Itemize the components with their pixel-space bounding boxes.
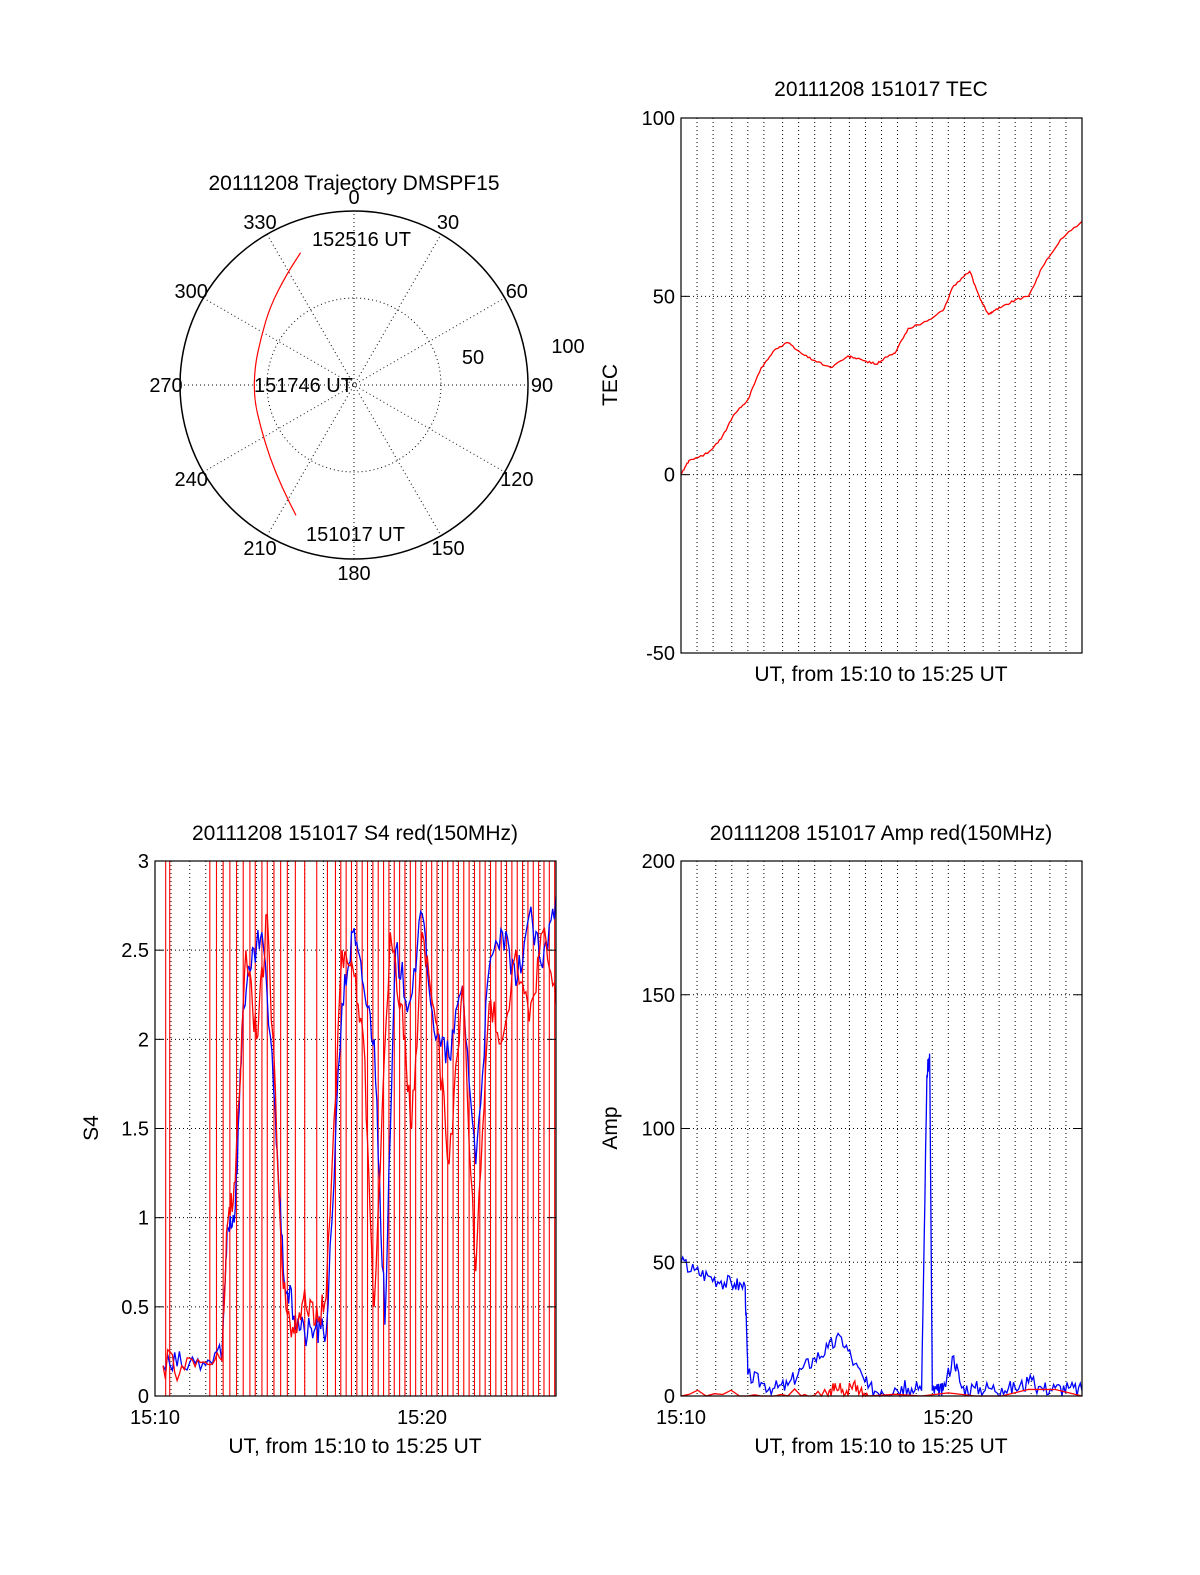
s4-grid <box>155 861 556 1396</box>
amp-y-tick-3: 150 <box>642 985 675 1007</box>
s4-series <box>162 896 557 1383</box>
tec-plot: 20111208 151017 TEC -50 0 50 100 UT, from 1… <box>599 78 1083 686</box>
amp-plot-frame <box>680 860 1083 1397</box>
s4-y-tick-6: 3 <box>138 851 149 873</box>
polar-angle-label-120: 120 <box>500 469 533 491</box>
s4-y-tick-3: 1.5 <box>121 1119 149 1141</box>
polar-angle-label-30: 30 <box>437 212 459 234</box>
s4-y-tick-1: 0.5 <box>121 1297 149 1319</box>
polar-angle-label-180: 180 <box>337 563 370 585</box>
amp-series <box>680 1053 1083 1399</box>
amp-y-axis-label: Amp <box>599 1106 622 1149</box>
tec-x-axis-label: UT, from 15:10 to 15:25 UT <box>754 663 1007 686</box>
polar-outer-ring <box>179 210 529 560</box>
polar-angle-label-270: 270 <box>149 375 182 397</box>
s4-y-tick-5: 2.5 <box>121 940 149 962</box>
polar-angle-label-300: 300 <box>174 281 207 303</box>
amp-y-ticks: 0 50 100 150 200 <box>642 851 1082 1408</box>
amp-plot: 20111208 151017 Amp red(150MHz) 0 50 100 15… <box>599 822 1083 1458</box>
tec-y-tick-1: 0 <box>664 465 675 487</box>
polar-angle-label-60: 60 <box>506 281 528 303</box>
s4-y-tick-4: 2 <box>138 1029 149 1051</box>
amp-y-tick-0: 0 <box>664 1386 675 1408</box>
tec-y-ticks: -50 0 50 100 <box>642 108 1082 665</box>
polar-spokes <box>180 211 528 559</box>
s4-y-ticks: 0 0.5 1 1.5 2 2.5 3 <box>121 851 556 1408</box>
amp-title: 20111208 151017 Amp red(150MHz) <box>710 822 1052 845</box>
track-label-end: 152516 UT <box>312 229 411 251</box>
s4-title: 20111208 151017 S4 red(150MHz) <box>192 822 518 845</box>
polar-title: 20111208 Trajectory DMSPF15 <box>208 172 499 195</box>
tec-plot-frame <box>680 117 1083 654</box>
track-label-mid: 151746 UT <box>254 375 353 397</box>
s4-x-axis-label: UT, from 15:10 to 15:25 UT <box>228 1435 481 1458</box>
amp-x-tick-1510: 15:10 <box>656 1407 706 1429</box>
amp-y-tick-4: 200 <box>642 851 675 873</box>
s4-x-tick-1520: 15:20 <box>397 1407 447 1429</box>
amp-y-tick-2: 100 <box>642 1119 675 1141</box>
s4-plot: 20111208 151017 S4 red(150MHz) 0 0.5 1 1.5 2… <box>80 822 557 1458</box>
s4-y-axis-label: S4 <box>80 1115 103 1141</box>
polar-angle-label-150: 150 <box>431 538 464 560</box>
tec-series <box>680 220 1083 475</box>
polar-angle-label-0: 0 <box>348 187 359 209</box>
polar-angle-label-90: 90 <box>531 375 553 397</box>
amp-grid <box>681 861 1082 1396</box>
tec-line-TEC <box>680 220 1083 475</box>
tec-grid <box>681 118 1082 653</box>
amp-x-axis-label: UT, from 15:10 to 15:25 UT <box>754 1435 1007 1458</box>
polar-angle-label-330: 330 <box>243 212 276 234</box>
s4-plot-frame <box>154 860 557 1397</box>
tec-y-tick-3: 100 <box>642 108 675 130</box>
trajectory-line <box>253 252 302 516</box>
amp-x-tick-1520: 15:20 <box>923 1407 973 1429</box>
tec-title: 20111208 151017 TEC <box>774 78 988 101</box>
s4-line-blue <box>162 896 557 1373</box>
polar-angle-label-240: 240 <box>174 469 207 491</box>
s4-y-tick-0: 0 <box>138 1386 149 1408</box>
polar-plot: 20111208 Trajectory DMSPF15 0 30 60 90 120 15… <box>149 172 584 585</box>
polar-radial-label-50: 50 <box>462 347 484 369</box>
track-label-start: 151017 UT <box>306 524 405 546</box>
polar-angle-label-210: 210 <box>243 538 276 560</box>
s4-line-red <box>162 913 557 1383</box>
tec-y-tick-2: 50 <box>653 286 675 308</box>
tec-y-tick-0: -50 <box>646 643 675 665</box>
amp-line-blue <box>680 1053 1083 1398</box>
s4-x-tick-1510: 15:10 <box>130 1407 180 1429</box>
polar-radial-label-100: 100 <box>551 336 584 358</box>
s4-y-tick-2: 1 <box>138 1208 149 1230</box>
polar-angle-labels: 0 30 60 90 120 150 180 210 240 270 300 330 <box>149 187 553 585</box>
amp-y-tick-1: 50 <box>653 1252 675 1274</box>
tec-y-axis-label: TEC <box>599 364 622 406</box>
